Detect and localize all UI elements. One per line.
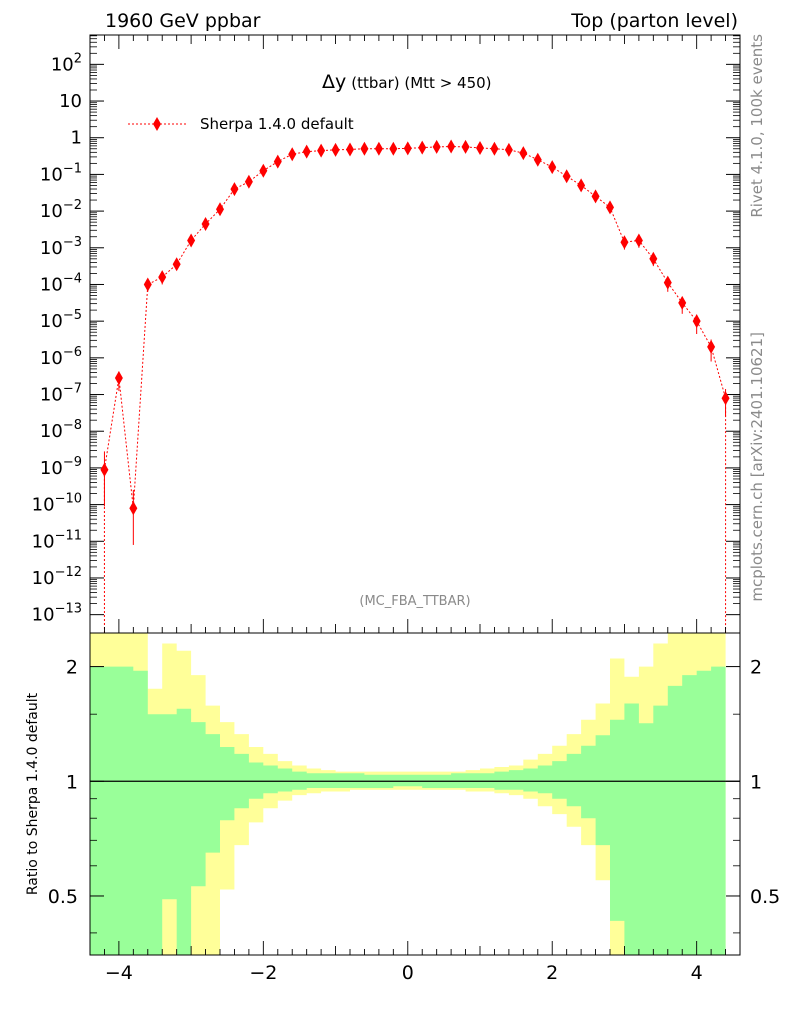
ratio-y-tick-label-right: 2 <box>750 657 762 679</box>
data-point <box>620 235 629 250</box>
data-point <box>374 141 383 156</box>
y-tick-label: 10−12 <box>32 565 82 589</box>
data-point <box>721 391 730 406</box>
data-point <box>504 142 513 157</box>
x-tick-label: −4 <box>105 962 133 984</box>
data-point <box>634 233 643 248</box>
data-point <box>606 200 614 215</box>
analysis-watermark: (MC_FBA_TTBAR) <box>359 594 470 609</box>
ratio-y-axis: 0.5 0.5 1 1 2 2 <box>48 657 780 934</box>
data-point <box>692 314 701 329</box>
x-axis: −4 −2 0 2 4 <box>89 35 741 984</box>
data-point <box>317 143 326 158</box>
ratio-plot-panel: 0.5 0.5 1 1 2 2 −4 −2 0 2 4 Ratio to Sherpa 1.4.0… <box>25 35 780 984</box>
data-point <box>476 140 484 155</box>
data-point <box>273 154 282 169</box>
process-label: Top (parton level) <box>570 10 738 32</box>
legend-label: Sherpa 1.4.0 default <box>200 115 354 133</box>
data-point <box>403 141 412 156</box>
y-tick-label: 102 <box>51 51 82 75</box>
plot-title: Δy (ttbar) (Mtt > 450) <box>322 71 492 93</box>
data-point <box>663 275 672 290</box>
data-point <box>562 169 571 184</box>
y-tick-label: 10 <box>59 91 82 112</box>
data-point <box>230 182 239 197</box>
data-point <box>172 257 181 272</box>
data-point <box>577 178 586 193</box>
y-tick-label: 1 <box>71 128 82 149</box>
y-tick-label: 10−5 <box>40 308 82 332</box>
data-point <box>548 160 557 175</box>
legend-marker <box>153 117 161 131</box>
data-point <box>346 142 354 157</box>
main-frame <box>89 34 741 634</box>
data-point <box>447 139 456 154</box>
main-y-axis: 102 10 1 10−1 10−2 10−3 10−4 10−5 10−6 10−7 10−8 10… <box>32 35 740 626</box>
data-point <box>259 163 268 178</box>
y-tick-label: 10−11 <box>32 528 82 552</box>
y-tick-label: 10−6 <box>40 345 82 369</box>
data-point <box>389 141 398 156</box>
ratio-y-tick-label: 1 <box>66 771 78 793</box>
data-point <box>432 139 441 154</box>
data-point <box>114 371 123 386</box>
title-main: Δy <box>322 71 346 93</box>
data-point <box>129 501 138 516</box>
data-point <box>519 146 528 161</box>
stat-band <box>90 666 726 955</box>
rivet-version-label: Rivet 4.1.0, 100k events <box>748 34 766 218</box>
x-tick-label: 0 <box>402 962 414 984</box>
ratio-y-tick-label-right: 0.5 <box>750 886 780 908</box>
data-point <box>533 152 542 167</box>
main-plot-panel: 102 10 1 10−1 10−2 10−3 10−4 10−5 10−6 10−7 10−8 10… <box>32 34 741 634</box>
y-tick-label: 10−4 <box>40 271 82 295</box>
y-tick-label: 10−13 <box>32 602 82 626</box>
ratio-y-tick-label: 0.5 <box>48 886 78 908</box>
data-point <box>331 142 340 157</box>
x-tick-label: 2 <box>546 962 558 984</box>
y-tick-label: 10−7 <box>40 382 82 406</box>
data-point <box>244 174 253 189</box>
series-line <box>103 145 727 633</box>
data-point <box>288 147 297 162</box>
ratio-bands <box>90 633 726 955</box>
data-point <box>707 339 716 354</box>
data-point <box>158 270 167 285</box>
ratio-y-tick-label-right: 1 <box>750 771 762 793</box>
data-point <box>591 189 600 204</box>
data-point <box>461 139 470 154</box>
data-point <box>649 251 658 266</box>
legend: Sherpa 1.4.0 default <box>128 115 354 133</box>
y-tick-label: 10−3 <box>40 235 82 259</box>
data-point <box>490 141 499 156</box>
ratio-frame <box>89 632 741 956</box>
data-point <box>187 233 196 248</box>
y-tick-label: 10−1 <box>40 161 82 185</box>
data-point <box>678 295 687 310</box>
x-tick-label: −2 <box>249 962 277 984</box>
y-tick-label: 10−8 <box>40 418 82 442</box>
title-sub: (ttbar) (Mtt > 450) <box>351 74 491 92</box>
data-point <box>360 141 369 156</box>
y-tick-label: 10−9 <box>40 455 82 479</box>
data-point <box>216 202 224 217</box>
x-tick-label: 4 <box>691 962 703 984</box>
mcplots-source-label: mcplots.cern.ch [arXiv:2401.10621] <box>748 332 766 602</box>
y-tick-label: 10−10 <box>32 492 82 516</box>
ratio-y-tick-label: 2 <box>66 657 78 679</box>
data-point <box>302 144 311 159</box>
data-point <box>418 140 427 155</box>
y-tick-label: 10−2 <box>40 198 82 222</box>
data-point <box>143 277 152 292</box>
ratio-y-label: Ratio to Sherpa 1.4.0 default <box>25 692 41 895</box>
data-point <box>100 462 109 477</box>
data-point <box>201 216 210 231</box>
sherpa-series <box>100 139 730 633</box>
energy-label: 1960 GeV ppbar <box>105 10 261 32</box>
